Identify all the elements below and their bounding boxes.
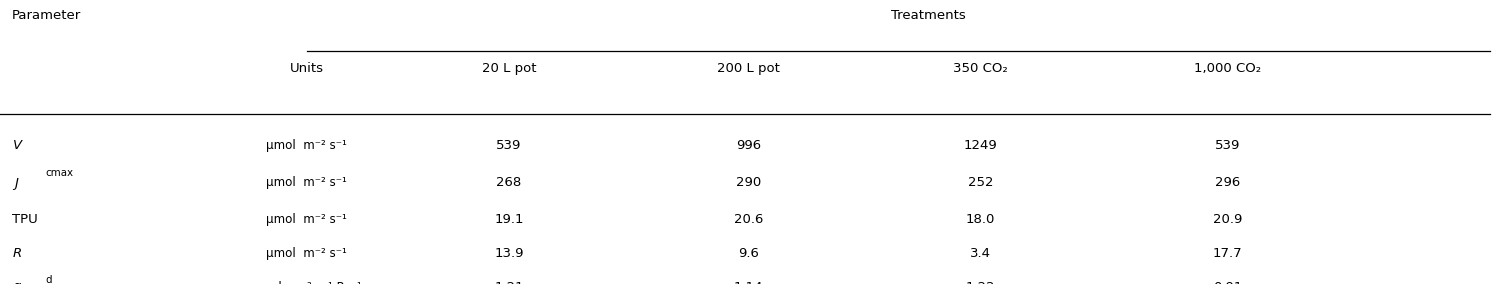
Text: 0.91: 0.91 (1213, 281, 1243, 284)
Text: 539: 539 (497, 139, 521, 152)
Text: $g$: $g$ (12, 281, 22, 284)
Text: 1.22: 1.22 (966, 281, 996, 284)
Text: 1249: 1249 (964, 139, 997, 152)
Text: 539: 539 (1216, 139, 1240, 152)
Text: 20.9: 20.9 (1213, 213, 1243, 226)
Text: Treatments: Treatments (891, 9, 966, 22)
Text: μmol  m⁻² s⁻¹: μmol m⁻² s⁻¹ (266, 176, 347, 189)
Text: 996: 996 (737, 139, 760, 152)
Text: 350 CO₂: 350 CO₂ (954, 62, 1007, 76)
Text: 17.7: 17.7 (1213, 247, 1243, 260)
Text: 3.4: 3.4 (970, 247, 991, 260)
Text: 1.21: 1.21 (494, 281, 524, 284)
Text: 20.6: 20.6 (734, 213, 763, 226)
Text: μmol  m⁻² s⁻¹: μmol m⁻² s⁻¹ (266, 213, 347, 226)
Text: 296: 296 (1216, 176, 1240, 189)
Text: 1,000 CO₂: 1,000 CO₂ (1195, 62, 1260, 76)
Text: cmax: cmax (45, 168, 73, 178)
Text: Parameter: Parameter (12, 9, 81, 22)
Text: 20 L pot: 20 L pot (482, 62, 536, 76)
Text: $V$: $V$ (12, 139, 24, 152)
Text: TPU: TPU (12, 213, 37, 226)
Text: Units: Units (290, 62, 323, 76)
Text: μmol  m⁻² s⁻¹: μmol m⁻² s⁻¹ (266, 139, 347, 152)
Text: d: d (45, 275, 51, 284)
Text: 290: 290 (737, 176, 760, 189)
Text: μmol  m⁻² s⁻¹: μmol m⁻² s⁻¹ (266, 247, 347, 260)
Text: μmol  m⁻² s⁻¹ Pa⁻¹: μmol m⁻² s⁻¹ Pa⁻¹ (251, 281, 362, 284)
Text: $J$: $J$ (12, 176, 19, 192)
Text: $R$: $R$ (12, 247, 22, 260)
Text: 1.14: 1.14 (734, 281, 763, 284)
Text: 9.6: 9.6 (738, 247, 759, 260)
Text: 268: 268 (497, 176, 521, 189)
Text: 13.9: 13.9 (494, 247, 524, 260)
Text: 18.0: 18.0 (966, 213, 996, 226)
Text: 252: 252 (967, 176, 994, 189)
Text: 19.1: 19.1 (494, 213, 524, 226)
Text: 200 L pot: 200 L pot (717, 62, 780, 76)
